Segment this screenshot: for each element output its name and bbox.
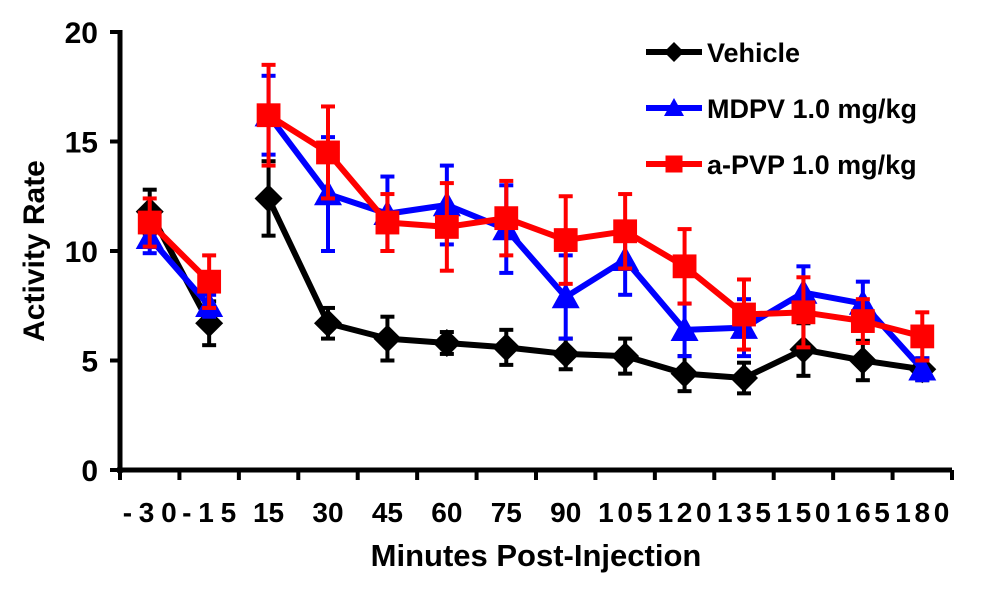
- data-point: [254, 184, 283, 213]
- data-point: [670, 359, 699, 388]
- data-point: [492, 333, 521, 362]
- series-vehicle: [135, 159, 937, 396]
- legend: Vehicle MDPV 1.0 mg/kg a-PVP 1.0 mg/kg: [646, 38, 917, 180]
- data-point: [314, 309, 342, 338]
- x-tick-label: 90: [550, 497, 581, 528]
- data-point: [256, 103, 281, 128]
- x-tick-label: -30: [123, 497, 177, 528]
- data-point: [316, 140, 340, 165]
- legend-item: a-PVP 1.0 mg/kg: [646, 150, 917, 180]
- x-tick-label: 180: [895, 497, 949, 528]
- y-tick-label: 10: [65, 236, 98, 269]
- legend-item: Vehicle: [646, 38, 800, 68]
- legend-label: a-PVP 1.0 mg/kg: [707, 150, 917, 180]
- data-point: [432, 328, 461, 357]
- data-point: [732, 302, 756, 327]
- data-point: [551, 339, 580, 368]
- x-tick-label: 120: [658, 497, 712, 528]
- data-point: [551, 282, 580, 309]
- data-point: [197, 269, 222, 294]
- data-point: [848, 346, 877, 375]
- y-tick-label: 15: [65, 127, 98, 160]
- data-point: [137, 210, 162, 235]
- data-point: [611, 342, 640, 371]
- x-tick-label: 135: [717, 497, 771, 528]
- data-point: [789, 335, 818, 364]
- x-tick-label: 75: [491, 497, 522, 528]
- series-line-pre: [147, 235, 212, 308]
- x-tick-label: 150: [776, 497, 830, 528]
- data-point: [672, 254, 697, 279]
- x-tick-label: 30: [312, 497, 343, 528]
- x-tick-label: 105: [598, 497, 652, 528]
- legend-marker: [664, 42, 684, 62]
- data-point: [908, 355, 937, 381]
- x-tick-label: -15: [182, 497, 236, 528]
- plot-area: [135, 62, 937, 396]
- data-point: [730, 364, 758, 393]
- data-point: [613, 219, 638, 244]
- data-point: [670, 315, 699, 342]
- x-axis-label: Minutes Post-Injection: [371, 538, 702, 573]
- x-tick-label: 15: [253, 497, 284, 528]
- legend-marker: [665, 155, 683, 173]
- data-point: [850, 309, 875, 333]
- y-axis-label: Activity Rate: [18, 160, 51, 342]
- data-point: [910, 324, 935, 349]
- data-point: [553, 228, 578, 252]
- x-tick-label: 45: [372, 497, 403, 528]
- legend-item: MDPV 1.0 mg/kg: [646, 94, 917, 124]
- y-tick-label: 20: [65, 17, 98, 50]
- data-point: [791, 300, 816, 325]
- data-point: [494, 206, 519, 231]
- data-point: [434, 215, 459, 239]
- y-tick-label: 5: [81, 346, 98, 379]
- series-line-post: [265, 197, 923, 382]
- legend-label: Vehicle: [707, 38, 800, 68]
- data-point: [375, 210, 400, 235]
- y-tick-label: 0: [81, 455, 98, 488]
- x-tick-label: 165: [836, 497, 890, 528]
- data-point: [373, 324, 402, 353]
- x-tick-label: 60: [431, 497, 462, 528]
- axes: 0 5 10 15 20 -30 -15 15 30 45 60 75 90 105 120 135 150 16…: [65, 17, 954, 528]
- legend-marker: [664, 98, 684, 116]
- series-a-pvp-1-0-mg-kg: [137, 62, 935, 363]
- series-line-post: [266, 112, 924, 340]
- legend-label: MDPV 1.0 mg/kg: [707, 94, 917, 124]
